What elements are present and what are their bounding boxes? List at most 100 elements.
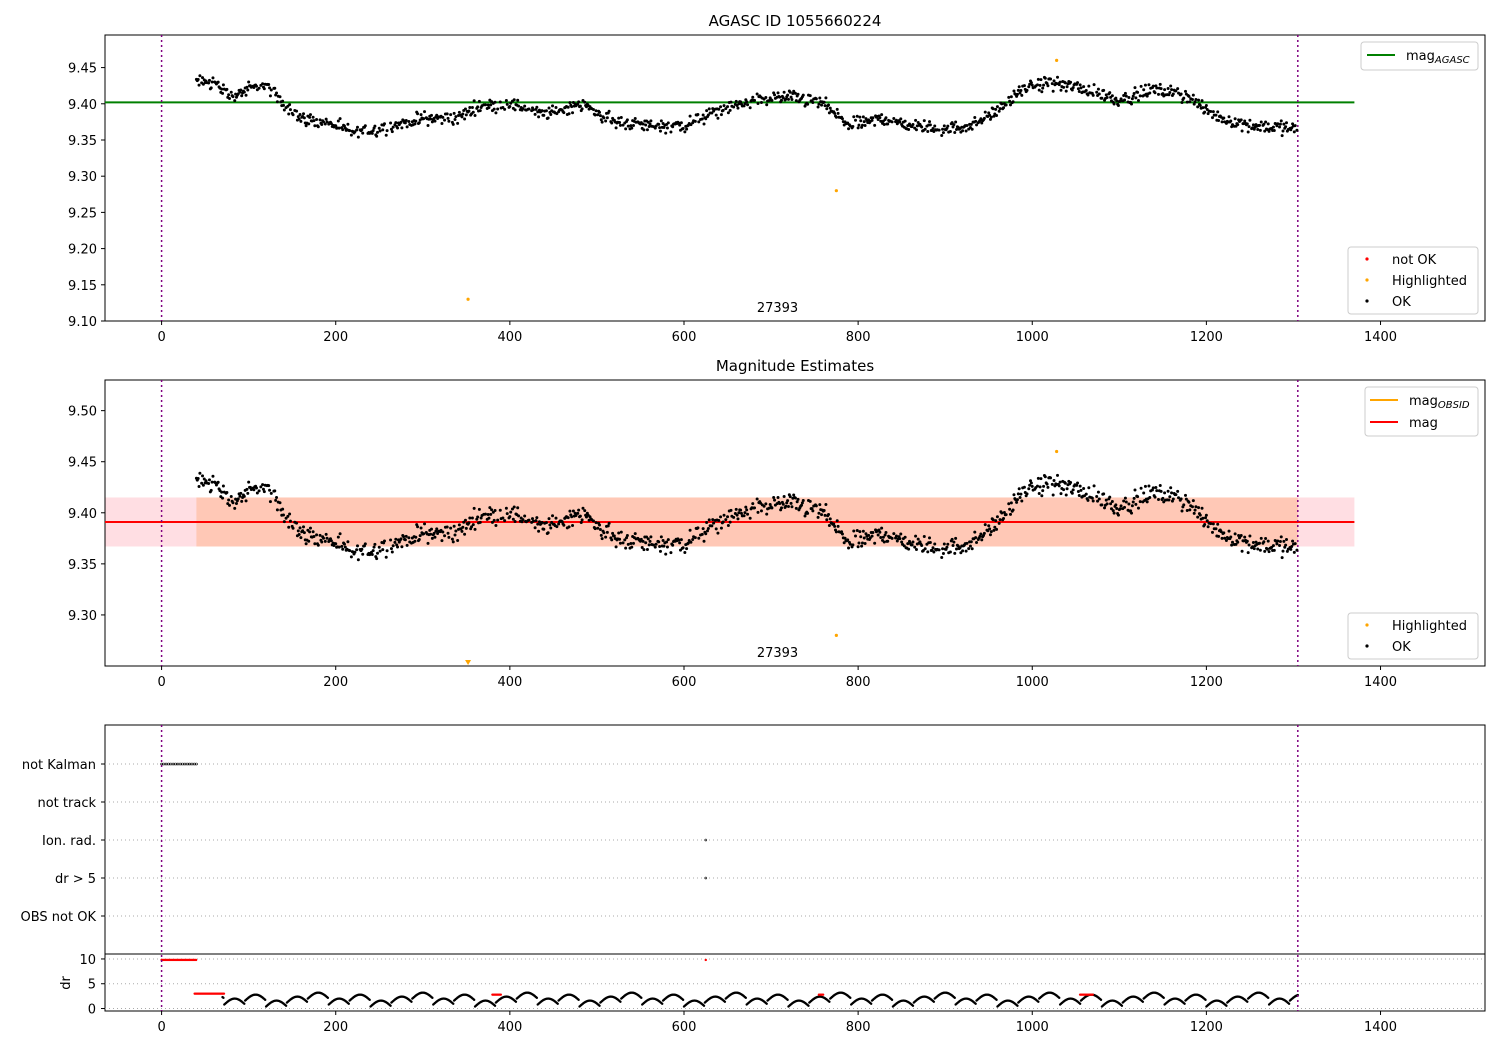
ok-point xyxy=(666,538,670,542)
ok-point xyxy=(898,120,902,124)
legend-label: Highlighted xyxy=(1392,274,1467,289)
ok-point xyxy=(614,545,618,549)
ok-point xyxy=(1002,510,1006,514)
ok-point xyxy=(470,525,474,529)
ok-point xyxy=(1103,506,1107,510)
ok-point xyxy=(316,543,320,547)
ok-point xyxy=(820,103,824,107)
ok-point xyxy=(728,520,732,524)
ok-point xyxy=(1243,119,1247,123)
ok-point xyxy=(772,495,776,499)
ok-point xyxy=(746,103,750,107)
ok-point xyxy=(658,126,662,130)
ok-point xyxy=(1027,85,1031,89)
ok-point xyxy=(1220,536,1224,540)
ok-point xyxy=(1240,549,1244,553)
ok-point xyxy=(867,533,871,537)
ok-point xyxy=(435,527,439,531)
ok-point xyxy=(950,537,954,541)
ok-point xyxy=(236,497,240,501)
ok-point xyxy=(298,526,302,530)
ok-point xyxy=(1256,547,1260,551)
ok-point xyxy=(1151,84,1155,88)
ok-point xyxy=(784,504,788,508)
ok-point xyxy=(1020,93,1024,97)
ok-point xyxy=(508,515,512,519)
ok-point xyxy=(647,543,651,547)
y-tick-label: 5 xyxy=(88,978,96,993)
ok-point xyxy=(510,507,514,511)
ok-point xyxy=(640,546,644,550)
ok-point xyxy=(606,524,610,528)
ok-point xyxy=(1078,83,1082,87)
ok-point xyxy=(247,80,251,84)
ok-point xyxy=(323,539,327,543)
dr-point xyxy=(1141,1000,1145,1003)
dr-point xyxy=(305,1000,309,1003)
ok-point xyxy=(447,535,451,539)
dr-point xyxy=(1120,1004,1124,1007)
legend-label: OK xyxy=(1392,295,1411,310)
x-tick-label: 1200 xyxy=(1190,1020,1223,1035)
ok-point xyxy=(665,545,669,549)
ok-point xyxy=(1136,99,1140,103)
ok-point xyxy=(1008,103,1012,107)
ok-point xyxy=(1133,86,1137,90)
ok-point xyxy=(941,547,945,551)
ok-point xyxy=(1265,547,1269,551)
ok-point xyxy=(1064,89,1068,93)
ok-point xyxy=(1133,488,1137,492)
ok-point xyxy=(1227,529,1231,533)
ok-point xyxy=(942,124,946,128)
dr-point xyxy=(1183,1002,1186,1005)
ok-point xyxy=(1220,120,1224,124)
ok-point xyxy=(566,516,570,520)
ok-point xyxy=(1115,99,1119,103)
ok-point xyxy=(1275,542,1279,546)
ok-point xyxy=(625,534,629,538)
ok-point xyxy=(828,106,832,110)
ok-point xyxy=(742,104,746,108)
ok-point xyxy=(789,95,793,99)
ok-point xyxy=(228,97,232,101)
ok-point xyxy=(457,523,461,527)
ok-point xyxy=(778,95,782,99)
ok-point xyxy=(509,101,513,105)
ok-point xyxy=(577,508,581,512)
ok-point xyxy=(800,503,804,507)
ok-point xyxy=(1168,90,1172,94)
ok-point xyxy=(209,86,213,90)
x-tick-label: 0 xyxy=(157,675,165,690)
dr-point xyxy=(598,1004,601,1007)
ok-point xyxy=(225,87,229,91)
ok-point xyxy=(220,87,224,91)
ok-point xyxy=(993,525,997,529)
ok-point xyxy=(554,106,558,110)
ok-point xyxy=(311,115,315,119)
ok-point xyxy=(870,118,874,122)
ok-point xyxy=(969,540,973,544)
ok-point xyxy=(1204,516,1208,520)
ok-point xyxy=(820,513,824,517)
ok-point xyxy=(1076,489,1080,493)
ok-point xyxy=(1254,540,1258,544)
ok-point xyxy=(664,131,668,135)
ok-point xyxy=(325,120,329,124)
ok-point xyxy=(220,490,224,494)
ok-point xyxy=(998,518,1002,522)
ok-point xyxy=(325,536,329,540)
dr-point xyxy=(535,996,539,1000)
ok-point xyxy=(389,121,393,125)
ok-point xyxy=(1185,508,1189,512)
ok-point xyxy=(721,108,725,112)
ok-point xyxy=(1271,544,1275,548)
ok-point xyxy=(361,131,365,135)
ok-point xyxy=(505,512,509,516)
ok-point xyxy=(400,126,404,130)
ok-point xyxy=(496,107,500,111)
ok-point xyxy=(1280,134,1284,138)
ok-point xyxy=(654,124,658,128)
ok-point xyxy=(665,540,669,544)
ok-point xyxy=(968,544,972,548)
x-tick-label: 1400 xyxy=(1364,675,1397,690)
